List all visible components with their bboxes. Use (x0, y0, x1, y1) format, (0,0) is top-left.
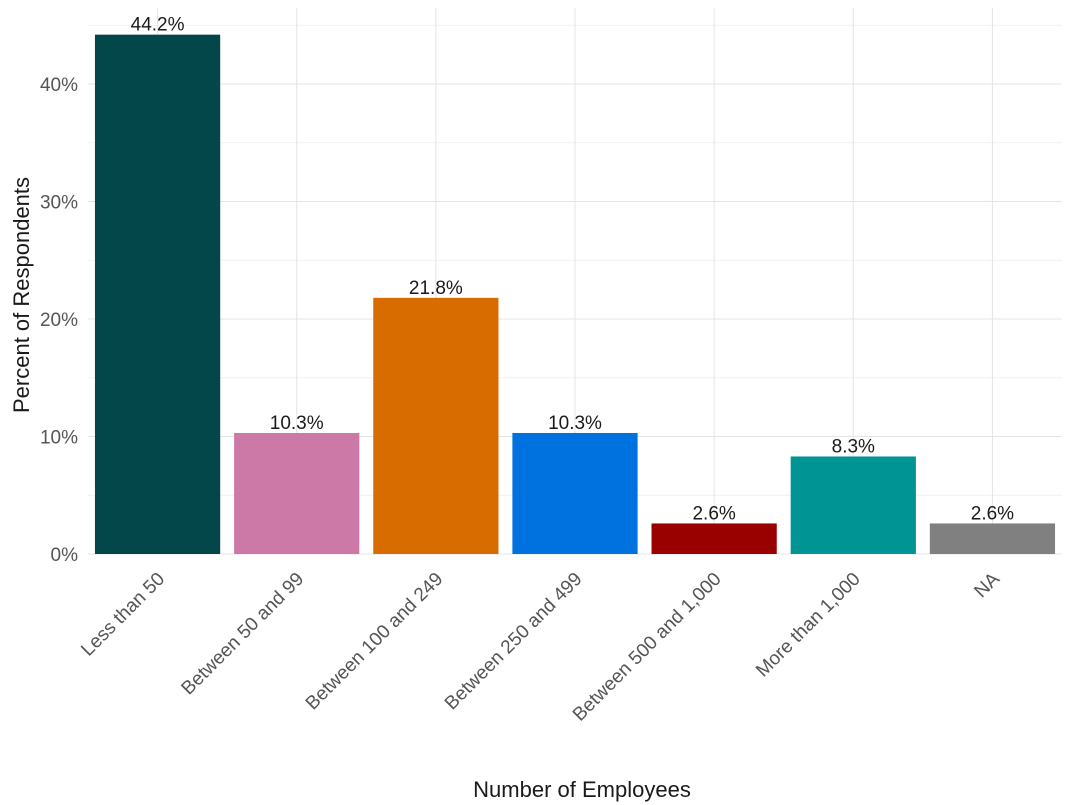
bar-value-labels: 44.2% 10.3% 21.8% 10.3% 2.6% 8.3% 2.6% (131, 15, 1015, 525)
y-tick-label: 20% (40, 310, 78, 331)
bar-value-label: 44.2% (131, 15, 185, 36)
x-tick-label: Between 500 and 1,000 (569, 569, 726, 726)
y-axis-title: Percent of Respondents (9, 177, 34, 413)
x-tick-label: Less than 50 (77, 569, 169, 661)
x-tick-label: Between 100 and 249 (302, 569, 448, 715)
bar-value-label: 10.3% (548, 413, 602, 434)
y-tick-label: 10% (40, 428, 78, 449)
x-tick-label: Between 250 and 499 (441, 569, 587, 715)
x-tick-label: Between 50 and 99 (178, 569, 309, 700)
bar (373, 297, 499, 554)
bar (94, 34, 221, 554)
bar-value-label: 21.8% (409, 278, 463, 299)
bar-value-label: 8.3% (832, 436, 875, 457)
bar (929, 523, 1056, 554)
bar (790, 456, 916, 554)
bar-value-label: 10.3% (270, 413, 324, 434)
bar-value-label: 2.6% (971, 503, 1014, 524)
bar (512, 432, 638, 554)
bar (234, 432, 360, 554)
y-tick-label: 0% (51, 545, 79, 566)
y-axis-ticks: 0% 10% 20% 30% 40% (40, 75, 78, 566)
bars (94, 34, 1056, 554)
y-tick-label: 30% (40, 193, 78, 214)
y-tick-label: 40% (40, 75, 78, 96)
x-tick-label: More than 1,000 (752, 569, 865, 682)
bar-value-label: 2.6% (692, 503, 735, 524)
x-tick-label: NA (970, 568, 1004, 602)
bar (651, 523, 777, 554)
x-axis-title: Number of Employees (473, 777, 691, 802)
